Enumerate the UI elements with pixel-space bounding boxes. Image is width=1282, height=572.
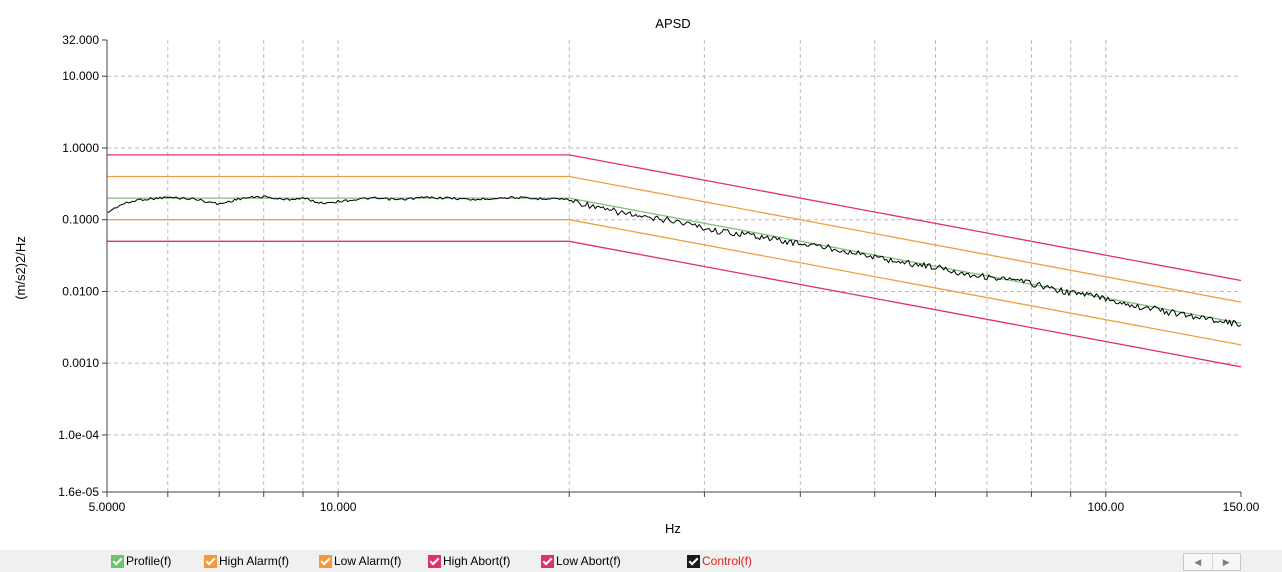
y-tick-label: 1.6e-05 xyxy=(58,485,99,499)
legend-item[interactable]: High Alarm(f) xyxy=(204,553,289,569)
checkbox-icon[interactable] xyxy=(428,554,441,568)
grid-lines xyxy=(107,40,1241,492)
checkbox-icon[interactable] xyxy=(687,554,700,568)
y-tick-label: 1.0000 xyxy=(62,141,99,155)
legend-item[interactable]: High Abort(f) xyxy=(428,553,510,569)
legend-item[interactable]: Low Abort(f) xyxy=(541,553,621,569)
legend-item[interactable]: Low Alarm(f) xyxy=(319,553,401,569)
legend-label: High Alarm(f) xyxy=(219,554,290,568)
x-tick-label: 5.0000 xyxy=(89,500,126,514)
x-tick-label: 10.000 xyxy=(320,500,357,514)
legend-label: High Abort(f) xyxy=(443,554,511,568)
y-tick-label: 10.000 xyxy=(62,69,99,83)
scroll-left-icon[interactable]: ◀ xyxy=(1194,556,1202,567)
y-tick-label: 1.0e-04 xyxy=(58,428,99,442)
apsd-chart: APSD 1.6e-05 1.0e-04 0.0010 0.0100 0.1000 1.0… xyxy=(13,16,1260,536)
checkbox-icon[interactable] xyxy=(319,554,332,568)
checkbox-icon[interactable] xyxy=(204,554,217,568)
legend-scroll-control: ◀ ▶ xyxy=(1183,553,1241,571)
checkbox-icon[interactable] xyxy=(541,554,554,568)
legend-label: Control(f) xyxy=(702,554,753,568)
y-axis-title: (m/s2)2/Hz xyxy=(13,236,28,300)
series-layer xyxy=(106,154,1242,368)
series-high-abort-line xyxy=(107,154,1242,282)
y-tick-label: 32.000 xyxy=(62,33,99,47)
y-tick-label: 0.0100 xyxy=(62,284,99,298)
legend-label: Profile(f) xyxy=(126,554,172,568)
series-control-line xyxy=(106,195,1242,327)
checkbox-icon[interactable] xyxy=(111,554,124,568)
axes: 1.6e-05 1.0e-04 0.0010 0.0100 0.1000 1.0000 10… xyxy=(58,33,1259,514)
series-high-alarm-line xyxy=(107,175,1242,303)
legend-label: Low Abort(f) xyxy=(556,554,621,568)
legend-item[interactable]: Profile(f) xyxy=(111,553,171,569)
series-low-alarm-line xyxy=(107,219,1242,346)
legend-bar: Profile(f) High Alarm(f) Low Alarm(f) High … xyxy=(0,550,1282,572)
chart-title: APSD xyxy=(655,16,690,31)
legend-item[interactable]: Control(f) xyxy=(687,553,752,569)
x-tick-label: 150.00 xyxy=(1223,500,1260,514)
chart-panel: APSD 1.6e-05 1.0e-04 0.0010 0.0100 0.1000 1.0… xyxy=(0,0,1282,550)
y-tick-label: 0.1000 xyxy=(62,213,99,227)
x-tick-label: 100.00 xyxy=(1087,500,1124,514)
scroll-right-icon[interactable]: ▶ xyxy=(1211,554,1241,570)
legend-label: Low Alarm(f) xyxy=(334,554,402,568)
x-axis-title: Hz xyxy=(665,521,681,536)
series-low-abort-line xyxy=(107,240,1242,368)
y-tick-label: 0.0010 xyxy=(62,356,99,370)
